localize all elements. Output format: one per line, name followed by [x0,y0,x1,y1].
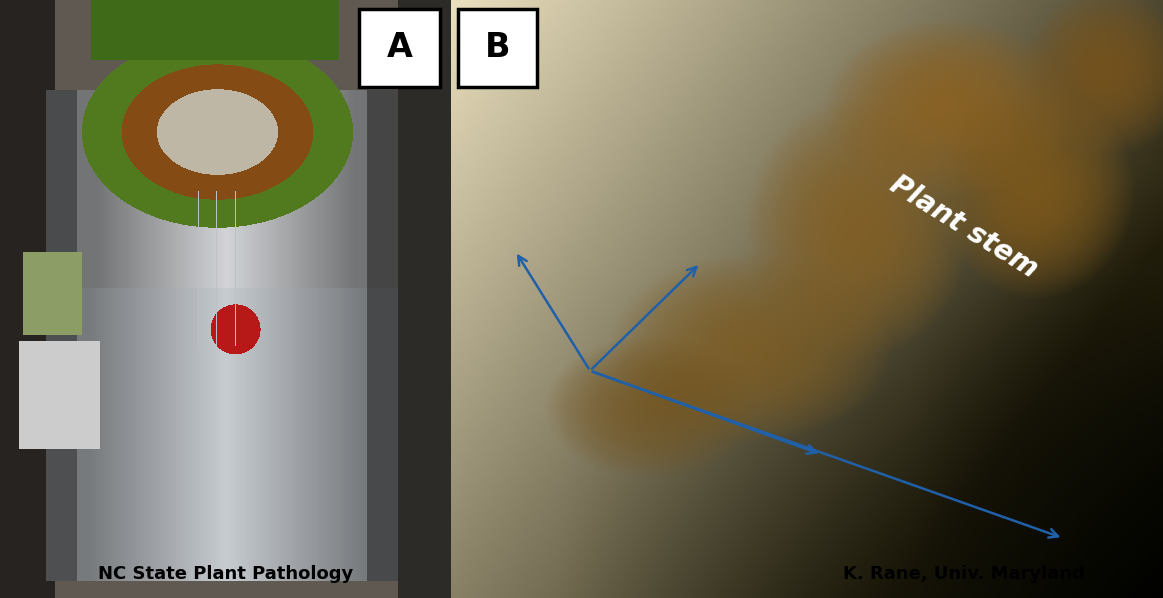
FancyBboxPatch shape [458,9,536,87]
FancyBboxPatch shape [358,9,440,87]
Text: B: B [485,31,511,65]
Text: Plant stem: Plant stem [885,170,1043,284]
Text: A: A [386,31,413,65]
Text: NC State Plant Pathology: NC State Plant Pathology [98,565,354,583]
Text: K. Rane, Univ. Maryland: K. Rane, Univ. Maryland [843,565,1085,583]
